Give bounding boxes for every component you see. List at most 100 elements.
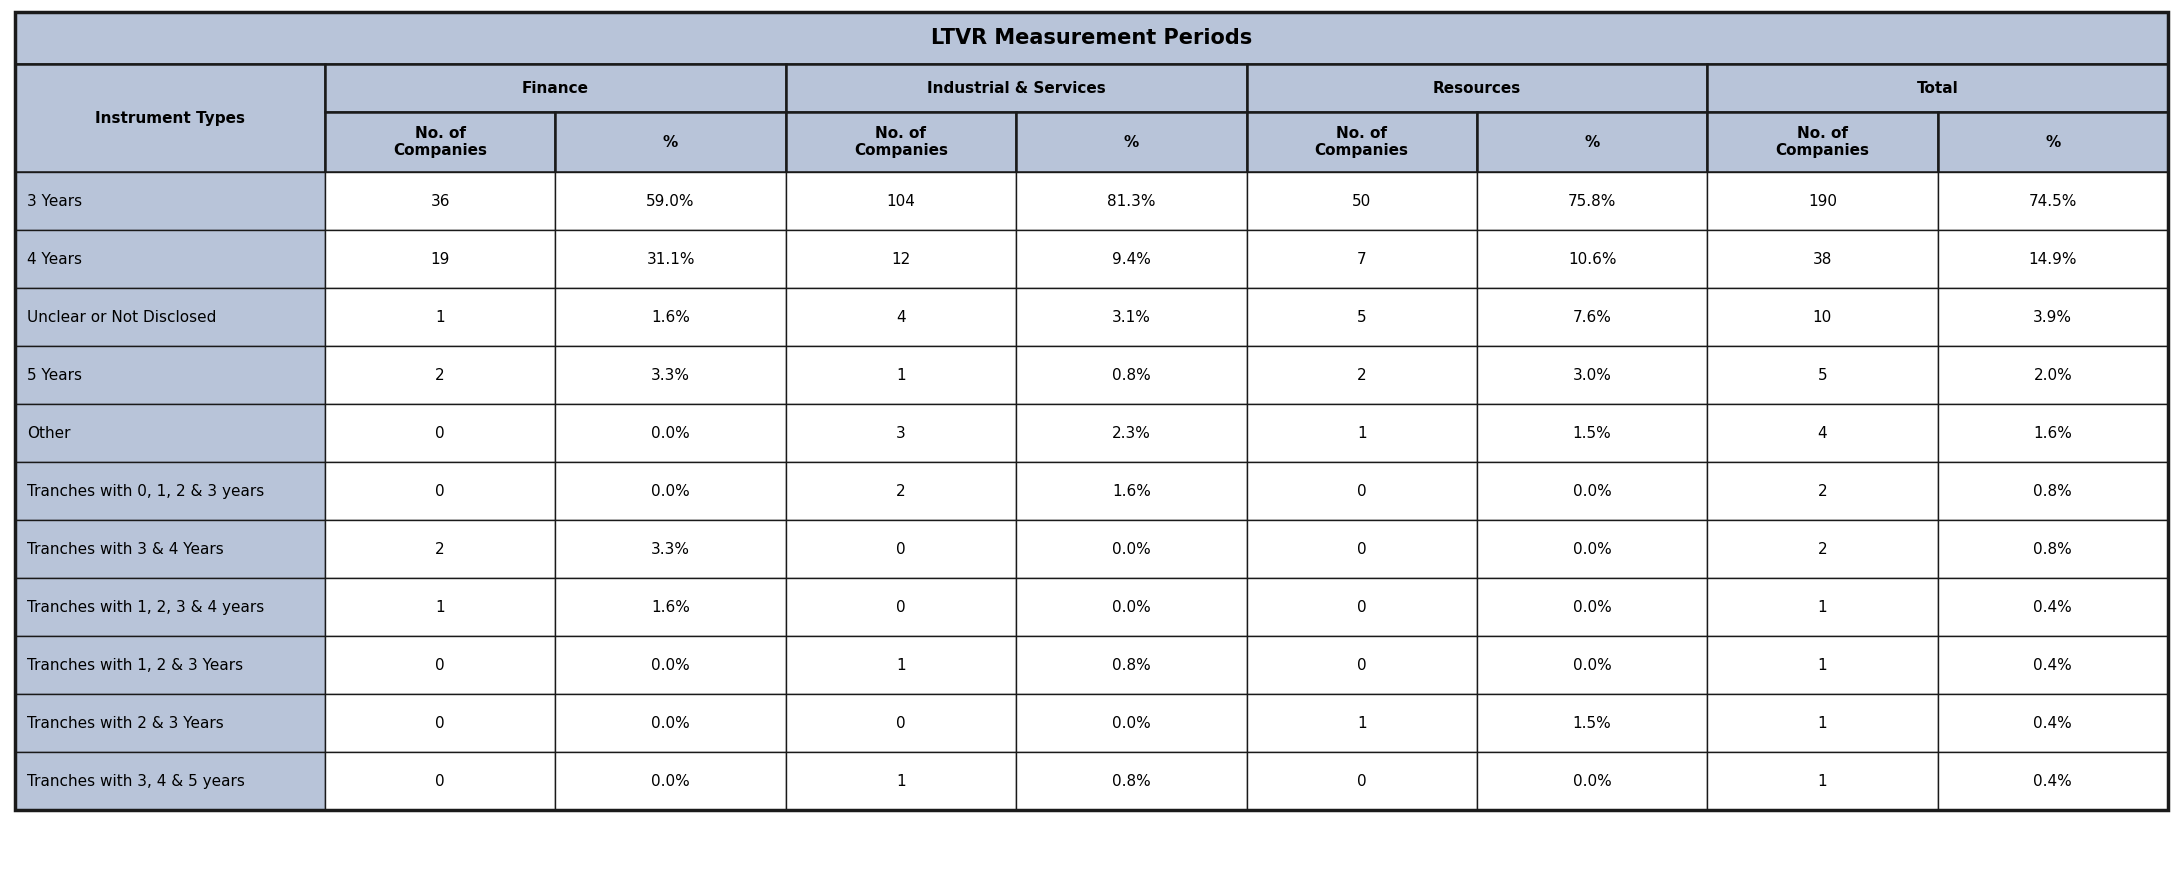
Text: Instrument Types: Instrument Types xyxy=(96,111,244,126)
Bar xyxy=(325,636,554,694)
Text: 1.6%: 1.6% xyxy=(1111,483,1150,498)
Bar xyxy=(1478,112,1707,172)
Bar xyxy=(1707,578,1939,636)
Text: 3.3%: 3.3% xyxy=(651,541,690,556)
Bar xyxy=(325,462,554,520)
Text: 3.0%: 3.0% xyxy=(1572,368,1611,383)
Bar xyxy=(1707,404,1939,462)
Text: 2: 2 xyxy=(434,541,445,556)
Bar xyxy=(786,404,1015,462)
Text: 0: 0 xyxy=(1358,657,1367,672)
Text: 0.0%: 0.0% xyxy=(1572,541,1611,556)
Bar xyxy=(1939,288,2168,346)
Bar xyxy=(1707,694,1939,752)
Bar xyxy=(1015,752,1246,810)
Text: No. of
Companies: No. of Companies xyxy=(1314,126,1408,158)
Text: Tranches with 0, 1, 2 & 3 years: Tranches with 0, 1, 2 & 3 years xyxy=(26,483,264,498)
Text: 0: 0 xyxy=(434,715,445,730)
Bar xyxy=(554,694,786,752)
Bar xyxy=(325,752,554,810)
Bar xyxy=(325,520,554,578)
Bar xyxy=(1939,636,2168,694)
Text: 2.3%: 2.3% xyxy=(1111,426,1150,441)
Text: 0.8%: 0.8% xyxy=(2032,541,2072,556)
Text: 0.0%: 0.0% xyxy=(1111,599,1150,614)
Text: Resources: Resources xyxy=(1432,80,1522,96)
Bar xyxy=(325,112,554,172)
Bar xyxy=(15,520,325,578)
Bar xyxy=(1478,578,1707,636)
Bar xyxy=(554,752,786,810)
Text: 0: 0 xyxy=(897,541,906,556)
Text: 81.3%: 81.3% xyxy=(1107,194,1155,209)
Bar xyxy=(1246,636,1478,694)
Bar xyxy=(1015,694,1246,752)
Bar xyxy=(1015,636,1246,694)
Bar xyxy=(325,288,554,346)
Bar xyxy=(786,636,1015,694)
Text: 59.0%: 59.0% xyxy=(646,194,694,209)
Bar xyxy=(1015,172,1246,230)
Text: 0.0%: 0.0% xyxy=(1572,599,1611,614)
Bar xyxy=(15,12,2168,64)
Text: %: % xyxy=(2045,135,2061,150)
Bar xyxy=(786,230,1015,288)
Text: 0: 0 xyxy=(434,483,445,498)
Text: 0: 0 xyxy=(1358,483,1367,498)
Text: 0.0%: 0.0% xyxy=(1111,541,1150,556)
Bar xyxy=(786,752,1015,810)
Text: 0.0%: 0.0% xyxy=(651,426,690,441)
Bar xyxy=(1939,462,2168,520)
Bar xyxy=(1246,172,1478,230)
Text: %: % xyxy=(1124,135,1140,150)
Text: 4: 4 xyxy=(1818,426,1827,441)
Bar xyxy=(554,404,786,462)
Text: Other: Other xyxy=(26,426,70,441)
Bar xyxy=(15,172,325,230)
Text: 3.9%: 3.9% xyxy=(2032,310,2072,325)
Bar xyxy=(1478,346,1707,404)
Text: 3.1%: 3.1% xyxy=(1111,310,1150,325)
Bar xyxy=(786,694,1015,752)
Bar xyxy=(325,578,554,636)
Text: 38: 38 xyxy=(1812,252,1832,267)
Bar xyxy=(1246,64,1707,112)
Bar xyxy=(325,172,554,230)
Text: 0.4%: 0.4% xyxy=(2032,774,2072,788)
Text: 0: 0 xyxy=(1358,541,1367,556)
Text: Total: Total xyxy=(1917,80,1958,96)
Text: 190: 190 xyxy=(1808,194,1836,209)
Bar xyxy=(1015,578,1246,636)
Text: 10: 10 xyxy=(1812,310,1832,325)
Bar xyxy=(15,694,325,752)
Text: 5: 5 xyxy=(1818,368,1827,383)
Text: 0: 0 xyxy=(434,426,445,441)
Bar xyxy=(1478,404,1707,462)
Bar xyxy=(786,578,1015,636)
Text: 2: 2 xyxy=(1818,483,1827,498)
Text: Finance: Finance xyxy=(522,80,589,96)
Bar xyxy=(1707,462,1939,520)
Bar xyxy=(1246,578,1478,636)
Bar xyxy=(1939,752,2168,810)
Text: 2: 2 xyxy=(897,483,906,498)
Text: 4: 4 xyxy=(897,310,906,325)
Bar xyxy=(1015,462,1246,520)
Text: 0: 0 xyxy=(1358,774,1367,788)
Bar xyxy=(1939,346,2168,404)
Bar xyxy=(15,346,325,404)
Text: Tranches with 3, 4 & 5 years: Tranches with 3, 4 & 5 years xyxy=(26,774,244,788)
Text: 2: 2 xyxy=(1358,368,1367,383)
Bar xyxy=(1246,752,1478,810)
Text: 104: 104 xyxy=(886,194,915,209)
Bar xyxy=(1707,752,1939,810)
Text: 1.6%: 1.6% xyxy=(2032,426,2072,441)
Text: 4 Years: 4 Years xyxy=(26,252,83,267)
Text: 50: 50 xyxy=(1351,194,1371,209)
Text: 0.0%: 0.0% xyxy=(1111,715,1150,730)
Text: 74.5%: 74.5% xyxy=(2028,194,2076,209)
Bar xyxy=(1246,112,1478,172)
Bar xyxy=(1939,578,2168,636)
Text: Tranches with 1, 2 & 3 Years: Tranches with 1, 2 & 3 Years xyxy=(26,657,242,672)
Text: 0.0%: 0.0% xyxy=(651,483,690,498)
